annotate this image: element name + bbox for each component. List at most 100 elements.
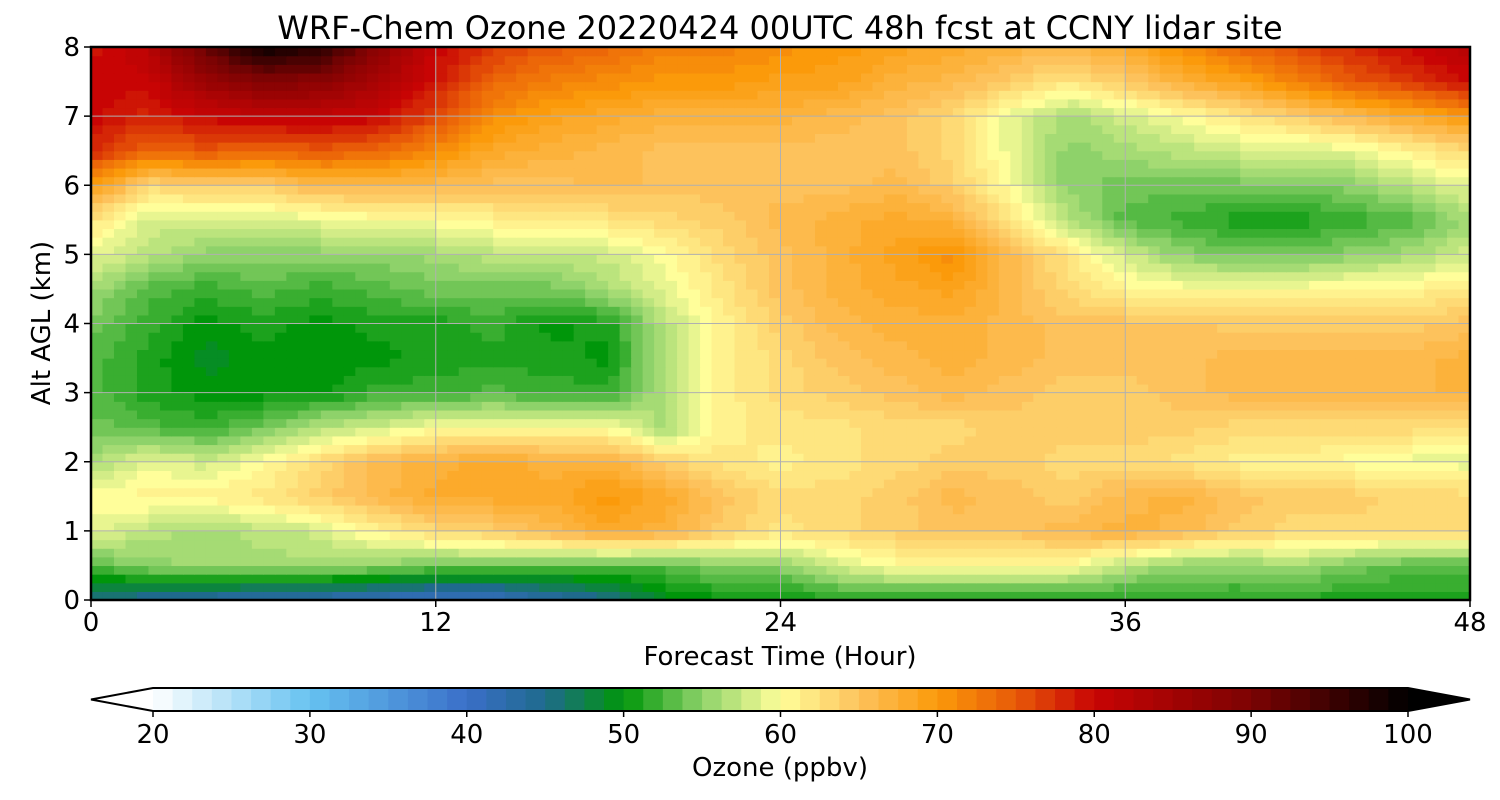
field-cell — [872, 453, 885, 463]
field-cell — [1010, 306, 1023, 316]
field-cell — [1125, 470, 1138, 480]
field-cell — [1217, 280, 1230, 290]
field-cell — [458, 297, 471, 307]
field-cell — [1263, 271, 1276, 281]
field-cell — [136, 297, 150, 307]
field-cell — [1067, 504, 1080, 515]
field-cell — [343, 461, 356, 471]
field-cell — [1458, 375, 1471, 385]
field-cell — [700, 392, 713, 402]
field-cell — [1148, 375, 1161, 385]
field-cell — [378, 418, 391, 428]
field-cell — [1320, 254, 1333, 264]
field-cell — [941, 591, 954, 601]
field-cell — [654, 487, 667, 497]
field-cell — [1159, 582, 1172, 592]
field-cell — [1435, 306, 1448, 316]
field-cell — [918, 366, 931, 376]
field-cell — [470, 513, 483, 523]
field-cell — [1424, 479, 1437, 489]
field-cell — [1274, 470, 1287, 480]
field-cell — [860, 487, 874, 497]
field-cell — [654, 375, 667, 385]
field-cell — [654, 332, 667, 342]
field-cell — [412, 245, 425, 255]
field-cell — [1240, 340, 1253, 351]
field-cell — [1056, 591, 1069, 601]
field-cell — [91, 591, 104, 601]
field-cell — [1010, 522, 1023, 532]
field-cell — [527, 323, 540, 333]
field-cell — [1401, 548, 1414, 558]
field-cell — [481, 409, 494, 420]
field-cell — [837, 418, 851, 428]
field-cell — [1205, 358, 1218, 368]
field-cell — [447, 556, 460, 567]
field-cell — [1056, 487, 1069, 497]
field-cell — [1378, 271, 1391, 281]
field-cell — [860, 314, 874, 325]
field-cell — [814, 574, 828, 584]
field-cell — [1378, 288, 1391, 299]
field-cell — [757, 366, 770, 376]
field-cell — [1424, 392, 1437, 402]
field-cell — [435, 574, 448, 584]
field-cell — [1401, 487, 1414, 497]
field-cell — [481, 271, 494, 281]
field-cell — [723, 513, 736, 523]
field-cell — [895, 358, 908, 368]
field-cell — [849, 401, 862, 411]
field-cell — [1021, 349, 1034, 359]
field-cell — [389, 418, 402, 428]
field-cell — [1044, 530, 1057, 541]
field-cell — [608, 470, 621, 480]
field-cell — [125, 332, 138, 342]
field-cell — [240, 383, 253, 394]
field-cell — [228, 453, 241, 463]
field-cell — [205, 444, 219, 454]
field-cell — [1113, 504, 1126, 515]
field-cell — [654, 496, 667, 506]
field-cell — [527, 332, 540, 342]
field-cell — [654, 574, 667, 584]
field-cell — [1389, 539, 1402, 549]
field-cell — [1366, 358, 1379, 368]
field-cell — [1125, 245, 1138, 255]
field-cell — [1297, 366, 1310, 376]
field-cell — [458, 271, 471, 281]
field-cell — [1355, 479, 1368, 489]
field-cell — [1228, 409, 1241, 420]
field-cell — [1205, 479, 1218, 489]
field-cell — [952, 375, 965, 385]
field-cell — [217, 487, 230, 497]
field-cell — [780, 340, 793, 351]
field-cell — [734, 470, 747, 480]
field-cell — [401, 513, 414, 523]
field-cell — [596, 453, 609, 463]
field-cell — [1378, 392, 1391, 402]
field-cell — [952, 383, 965, 394]
field-cell — [860, 297, 874, 307]
field-cell — [814, 306, 828, 316]
field-cell — [872, 591, 885, 601]
field-cell — [1447, 427, 1460, 437]
field-cell — [435, 513, 448, 523]
field-cell — [849, 332, 862, 342]
field-cell — [527, 314, 540, 325]
field-cell — [1378, 358, 1391, 368]
field-cell — [447, 548, 460, 558]
field-cell — [1401, 271, 1414, 281]
field-cell — [91, 358, 104, 368]
field-cell — [1424, 539, 1437, 549]
field-cell — [1251, 392, 1264, 402]
field-cell — [1056, 461, 1069, 471]
field-cell — [573, 254, 586, 264]
field-cell — [826, 522, 839, 532]
field-cell — [1447, 574, 1460, 584]
field-cell — [1033, 383, 1046, 394]
field-cell — [286, 556, 299, 567]
field-cell — [527, 280, 540, 290]
field-cell — [309, 392, 322, 402]
field-cell — [849, 375, 862, 385]
field-cell — [1240, 574, 1253, 584]
